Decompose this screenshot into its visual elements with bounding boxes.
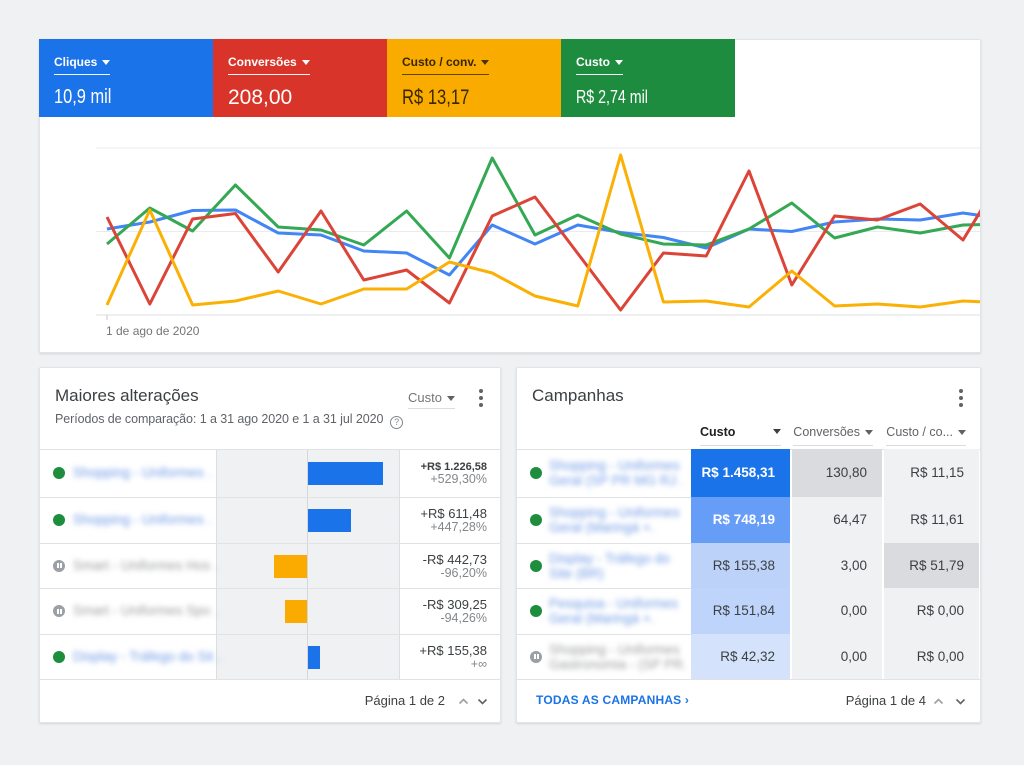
svg-text:1 de ago de 2020: 1 de ago de 2020 xyxy=(106,324,200,338)
